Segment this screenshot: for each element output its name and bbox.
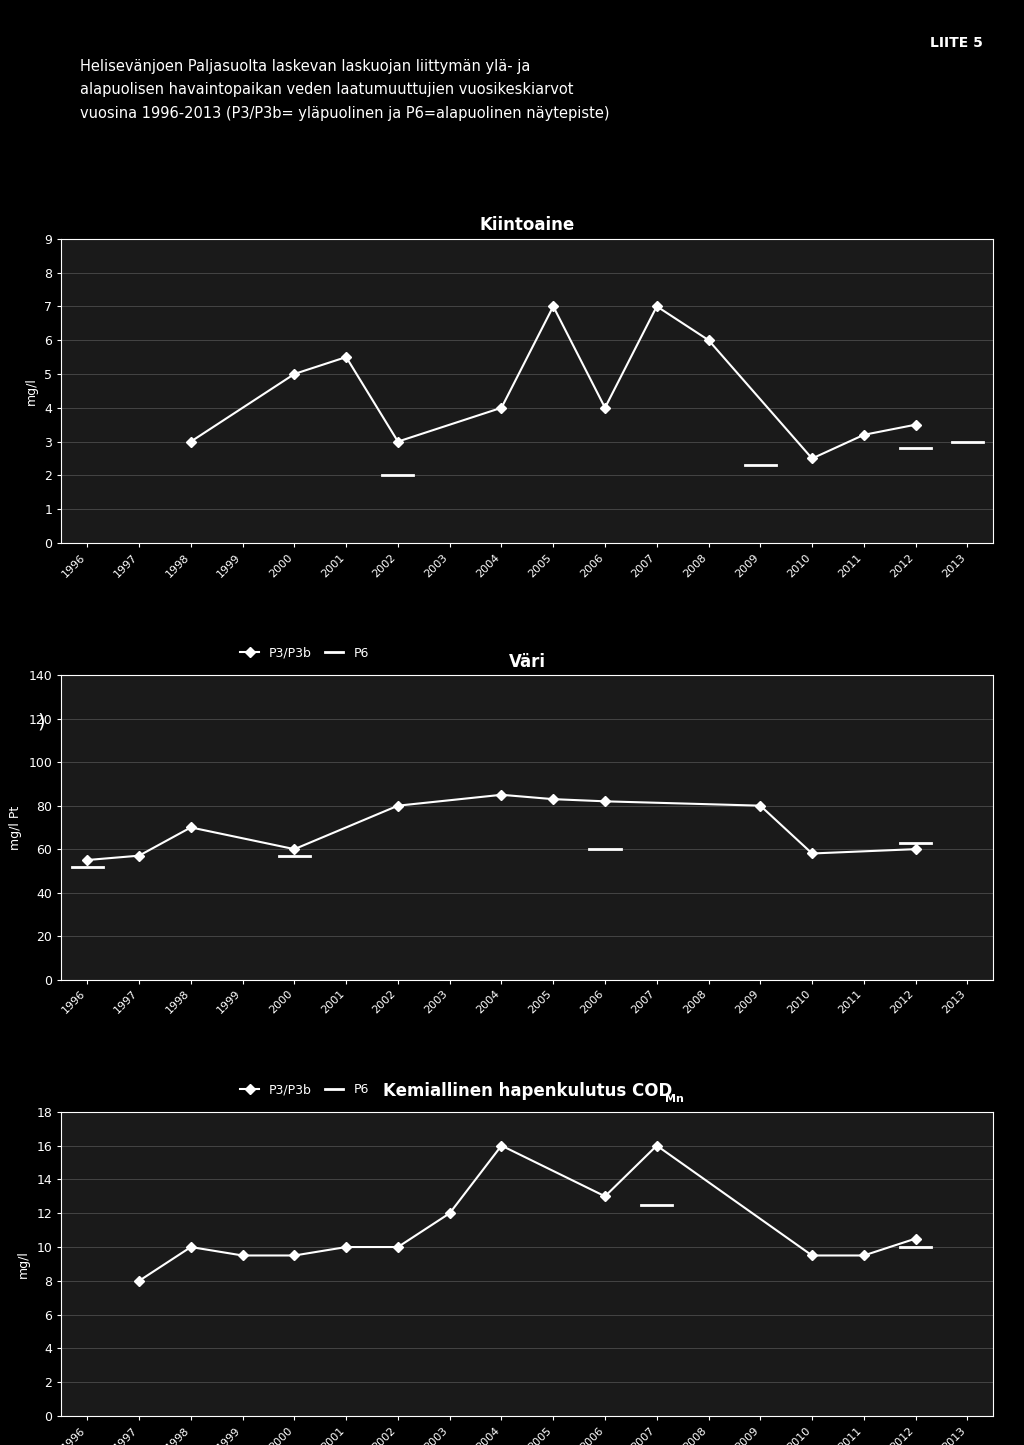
Text: Helisevänjoen Paljasuolta laskevan laskuojan liittymän ylä- ja
alapuolisen havai: Helisevänjoen Paljasuolta laskevan lasku… — [80, 59, 609, 120]
Title: Kiintoaine: Kiintoaine — [479, 217, 575, 234]
Legend: P3/P3b, P6: P3/P3b, P6 — [236, 642, 374, 665]
Y-axis label: mg/l: mg/l — [16, 1250, 30, 1277]
Text: LIITE 5: LIITE 5 — [930, 36, 983, 51]
Text: ): ) — [37, 712, 45, 733]
Title: Väri: Väri — [509, 653, 546, 670]
Y-axis label: mg/l Pt: mg/l Pt — [8, 805, 22, 850]
Text: Kemiallinen hapenkulutus COD: Kemiallinen hapenkulutus COD — [383, 1082, 672, 1100]
Y-axis label: mg/l: mg/l — [25, 377, 38, 405]
Text: Mn: Mn — [666, 1094, 684, 1104]
Legend: P3/P3b, P6: P3/P3b, P6 — [236, 1078, 374, 1101]
